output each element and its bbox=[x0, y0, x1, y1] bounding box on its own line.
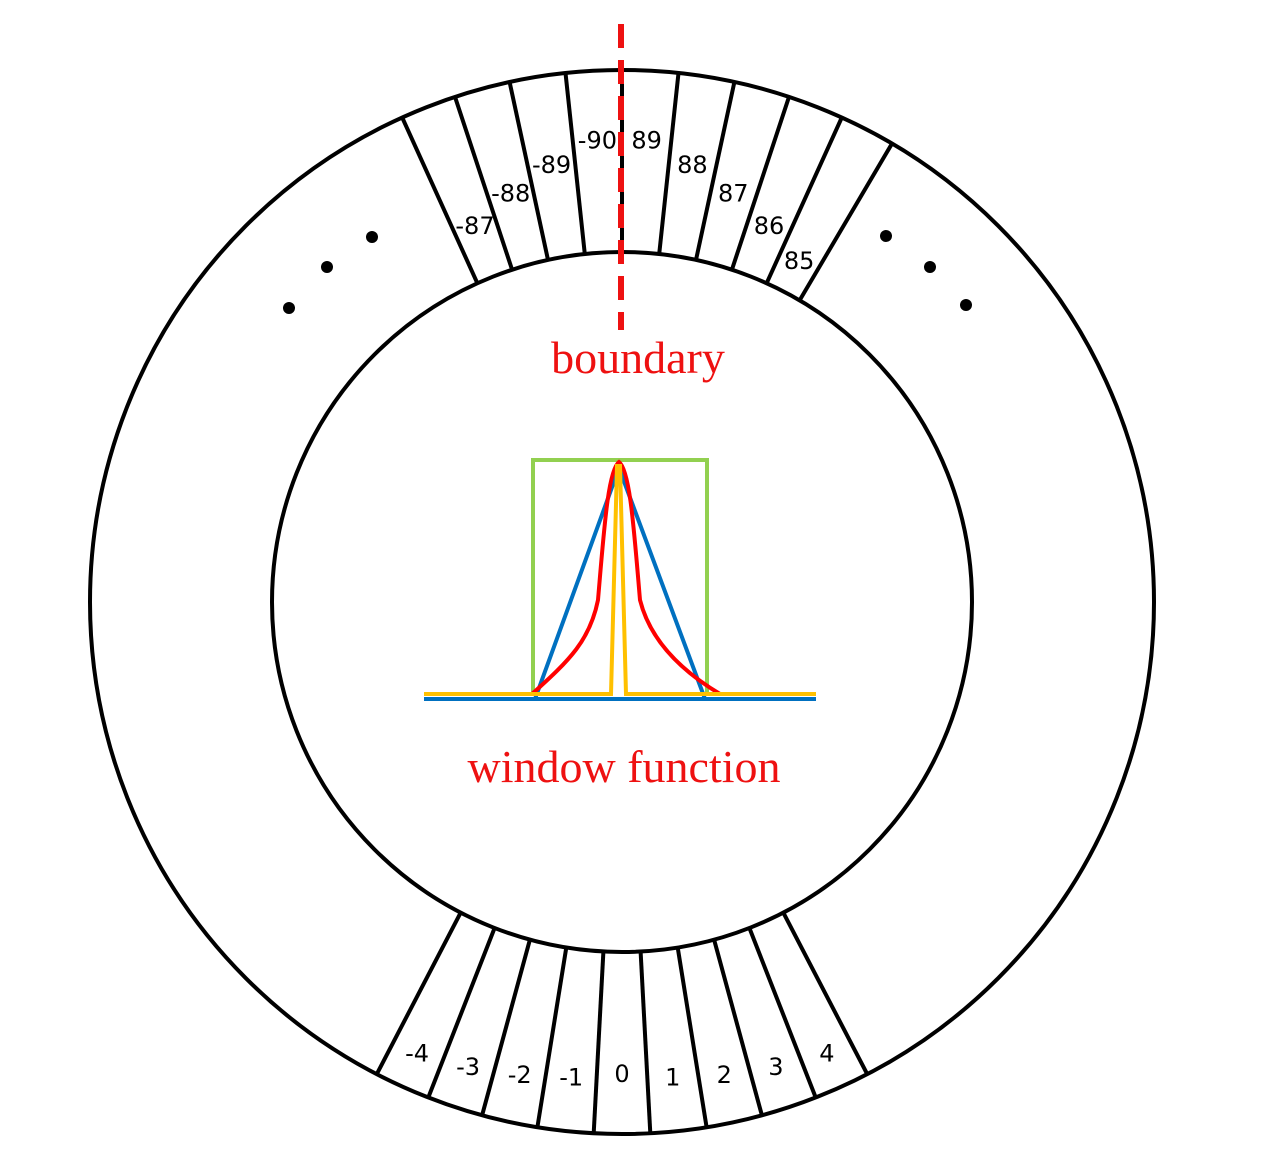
top-bin-label: 88 bbox=[677, 151, 708, 179]
bottom-bin-labels: -4 -3 -2 -1 0 1 2 3 4 bbox=[405, 1040, 834, 1092]
window-function-label: window function bbox=[467, 741, 780, 792]
top-bin-divider bbox=[400, 116, 480, 285]
bottom-bin-label: 2 bbox=[717, 1061, 732, 1089]
bottom-bin-label: 4 bbox=[819, 1040, 834, 1068]
bottom-bin-dividers bbox=[375, 911, 869, 1134]
bottom-bin-divider bbox=[480, 939, 532, 1116]
ellipsis-right bbox=[880, 230, 972, 311]
ellipsis-dot bbox=[960, 299, 972, 311]
top-bin-divider bbox=[797, 142, 894, 302]
top-bin-label: -87 bbox=[455, 212, 494, 240]
bottom-bin-divider bbox=[591, 951, 606, 1134]
top-bin-label: -90 bbox=[578, 126, 617, 154]
bottom-bin-divider bbox=[535, 947, 569, 1128]
bottom-bin-label: 1 bbox=[665, 1063, 680, 1091]
ellipsis-dot bbox=[366, 231, 378, 243]
top-bin-divider bbox=[657, 72, 681, 255]
ellipsis-dot bbox=[924, 261, 936, 273]
bottom-bin-label: -2 bbox=[508, 1061, 532, 1089]
top-bin-divider bbox=[563, 72, 587, 255]
narrow-window-curve bbox=[424, 464, 816, 696]
top-bin-dividers bbox=[400, 70, 894, 302]
bottom-bin-label: -1 bbox=[559, 1063, 583, 1091]
top-bin-label: 89 bbox=[631, 126, 662, 154]
ellipsis-dot bbox=[880, 230, 892, 242]
top-bin-label: 85 bbox=[784, 247, 815, 275]
boundary-label: boundary bbox=[551, 332, 725, 383]
bell-window-curve bbox=[530, 459, 722, 696]
top-bin-label: -88 bbox=[491, 180, 530, 208]
bottom-bin-divider bbox=[781, 911, 869, 1076]
ellipsis-left bbox=[283, 231, 378, 314]
bottom-bin-divider bbox=[375, 911, 463, 1076]
ellipsis-dot bbox=[321, 261, 333, 273]
bottom-bin-divider bbox=[426, 927, 497, 1099]
window-function-plot bbox=[424, 458, 816, 701]
bottom-bin-label: -3 bbox=[456, 1053, 480, 1081]
bottom-bin-divider bbox=[712, 939, 764, 1116]
bottom-bin-divider bbox=[675, 947, 709, 1128]
top-bin-divider bbox=[507, 81, 550, 261]
top-bin-label: 87 bbox=[718, 180, 749, 208]
top-bin-divider bbox=[694, 81, 737, 261]
top-bin-divider bbox=[453, 96, 514, 271]
bottom-bin-label: -4 bbox=[405, 1040, 429, 1068]
bottom-bin-divider bbox=[747, 927, 818, 1099]
top-bin-divider bbox=[764, 116, 844, 285]
ellipsis-dot bbox=[283, 302, 295, 314]
top-bin-label: -89 bbox=[532, 151, 571, 179]
bottom-bin-label: 3 bbox=[768, 1053, 783, 1081]
bottom-bin-divider bbox=[638, 951, 653, 1134]
top-bin-divider bbox=[730, 96, 791, 271]
top-bin-label: 86 bbox=[754, 212, 785, 240]
bottom-bin-label: 0 bbox=[614, 1060, 629, 1088]
